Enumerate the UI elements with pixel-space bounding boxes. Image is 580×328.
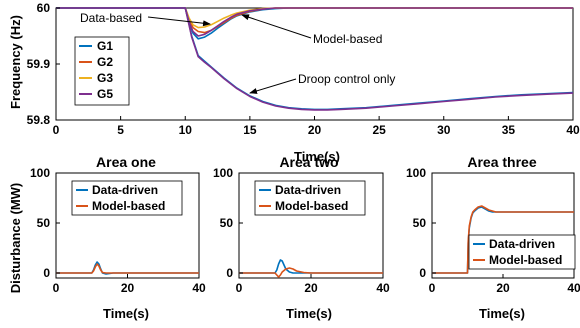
legend-label-data-driven: Data-driven xyxy=(275,183,341,197)
area-two-title: Area two xyxy=(279,154,338,170)
y-tick-label: 100 xyxy=(30,166,50,180)
y-tick-label: 100 xyxy=(406,166,426,180)
y-tick-label: 0 xyxy=(43,266,50,280)
legend-label-model-based: Model-based xyxy=(275,199,348,213)
x-tick-label: 40 xyxy=(566,123,580,137)
frequency-series-group xyxy=(56,7,574,111)
legend-box xyxy=(254,180,366,216)
x-tick-label: 30 xyxy=(437,123,451,137)
series-line-g5 xyxy=(56,7,573,37)
x-tick-label: 40 xyxy=(192,281,206,295)
annotation-data-based-arrow xyxy=(147,16,211,27)
y-tick-label: 60 xyxy=(37,1,51,15)
series-line-g5 xyxy=(56,7,574,111)
series-line-model-based xyxy=(56,263,199,274)
legend-label-g1: G1 xyxy=(97,39,113,53)
legend-label-g3: G3 xyxy=(97,71,113,85)
annotation-model-based-arrow xyxy=(241,14,312,39)
series-line-data-driven xyxy=(239,259,383,274)
area-two-xlabel: Time(s) xyxy=(286,306,332,321)
x-tick-label: 20 xyxy=(308,123,322,137)
area-three-legend: Data-driven Model-based xyxy=(468,234,576,270)
x-tick-label: 5 xyxy=(117,123,124,137)
y-tick-label: 59.9 xyxy=(27,57,51,71)
legend-label-data-driven: Data-driven xyxy=(489,237,555,251)
area-three-plot: Area three Time(s) Data-driven Model-bas… xyxy=(406,154,580,321)
annotation-model-based: Model-based xyxy=(313,32,382,46)
x-tick-label: 15 xyxy=(243,123,257,137)
legend-label-g2: G2 xyxy=(97,55,113,69)
area-one-plot: Area one Disturbance (MW) Time(s) Data-d… xyxy=(8,154,206,321)
annotations: Data-based Model-based Droop control onl… xyxy=(80,11,395,94)
y-tick-label: 50 xyxy=(37,216,51,230)
series-line-model-based xyxy=(432,205,574,274)
x-tick-label: 40 xyxy=(567,281,580,295)
x-tick-label: 25 xyxy=(372,123,386,137)
annotation-data-based: Data-based xyxy=(80,11,142,25)
area-three-title: Area three xyxy=(467,154,536,170)
y-tick-label: 100 xyxy=(213,166,233,180)
frequency-ylabel: Frequency (Hz) xyxy=(8,15,23,109)
x-tick-label: 20 xyxy=(121,281,135,295)
area-one-title: Area one xyxy=(96,154,156,170)
area-two-plot: Area two Time(s) Data-driven Model-based… xyxy=(213,154,390,321)
x-tick-label: 20 xyxy=(496,281,510,295)
x-tick-label: 0 xyxy=(429,281,436,295)
legend-label-model-based: Model-based xyxy=(92,199,165,213)
annotation-droop-control: Droop control only xyxy=(298,72,395,86)
legend-label-g5: G5 xyxy=(97,87,113,101)
annotation-droop-control-arrow xyxy=(249,78,297,94)
legend-box xyxy=(71,180,183,216)
y-tick-label: 59.8 xyxy=(27,113,51,127)
legend-box xyxy=(468,234,576,270)
frequency-xlabel: Time(s) xyxy=(294,149,340,164)
area-one-xlabel: Time(s) xyxy=(103,306,149,321)
area-two-legend: Data-driven Model-based xyxy=(254,180,366,216)
legend-label-model-based: Model-based xyxy=(489,253,562,267)
y-tick-label: 50 xyxy=(220,216,234,230)
x-tick-label: 0 xyxy=(236,281,243,295)
y-tick-label: 0 xyxy=(226,266,233,280)
area-three-xlabel: Time(s) xyxy=(479,306,525,321)
y-tick-label: 50 xyxy=(413,216,427,230)
x-tick-label: 0 xyxy=(53,281,60,295)
x-tick-label: 35 xyxy=(502,123,516,137)
frequency-legend: G1 G2 G3 G5 xyxy=(74,36,130,106)
x-tick-label: 0 xyxy=(53,123,60,137)
frequency-plot: Frequency (Hz) Time(s) Data-based Model-… xyxy=(8,1,580,164)
disturbance-ylabel: Disturbance (MW) xyxy=(8,183,23,294)
x-tick-label: 40 xyxy=(376,281,390,295)
x-tick-label: 20 xyxy=(304,281,318,295)
x-tick-label: 10 xyxy=(179,123,193,137)
legend-label-data-driven: Data-driven xyxy=(92,183,158,197)
series-line-model-based xyxy=(239,267,383,278)
y-tick-label: 0 xyxy=(419,266,426,280)
area-one-legend: Data-driven Model-based xyxy=(71,180,183,216)
